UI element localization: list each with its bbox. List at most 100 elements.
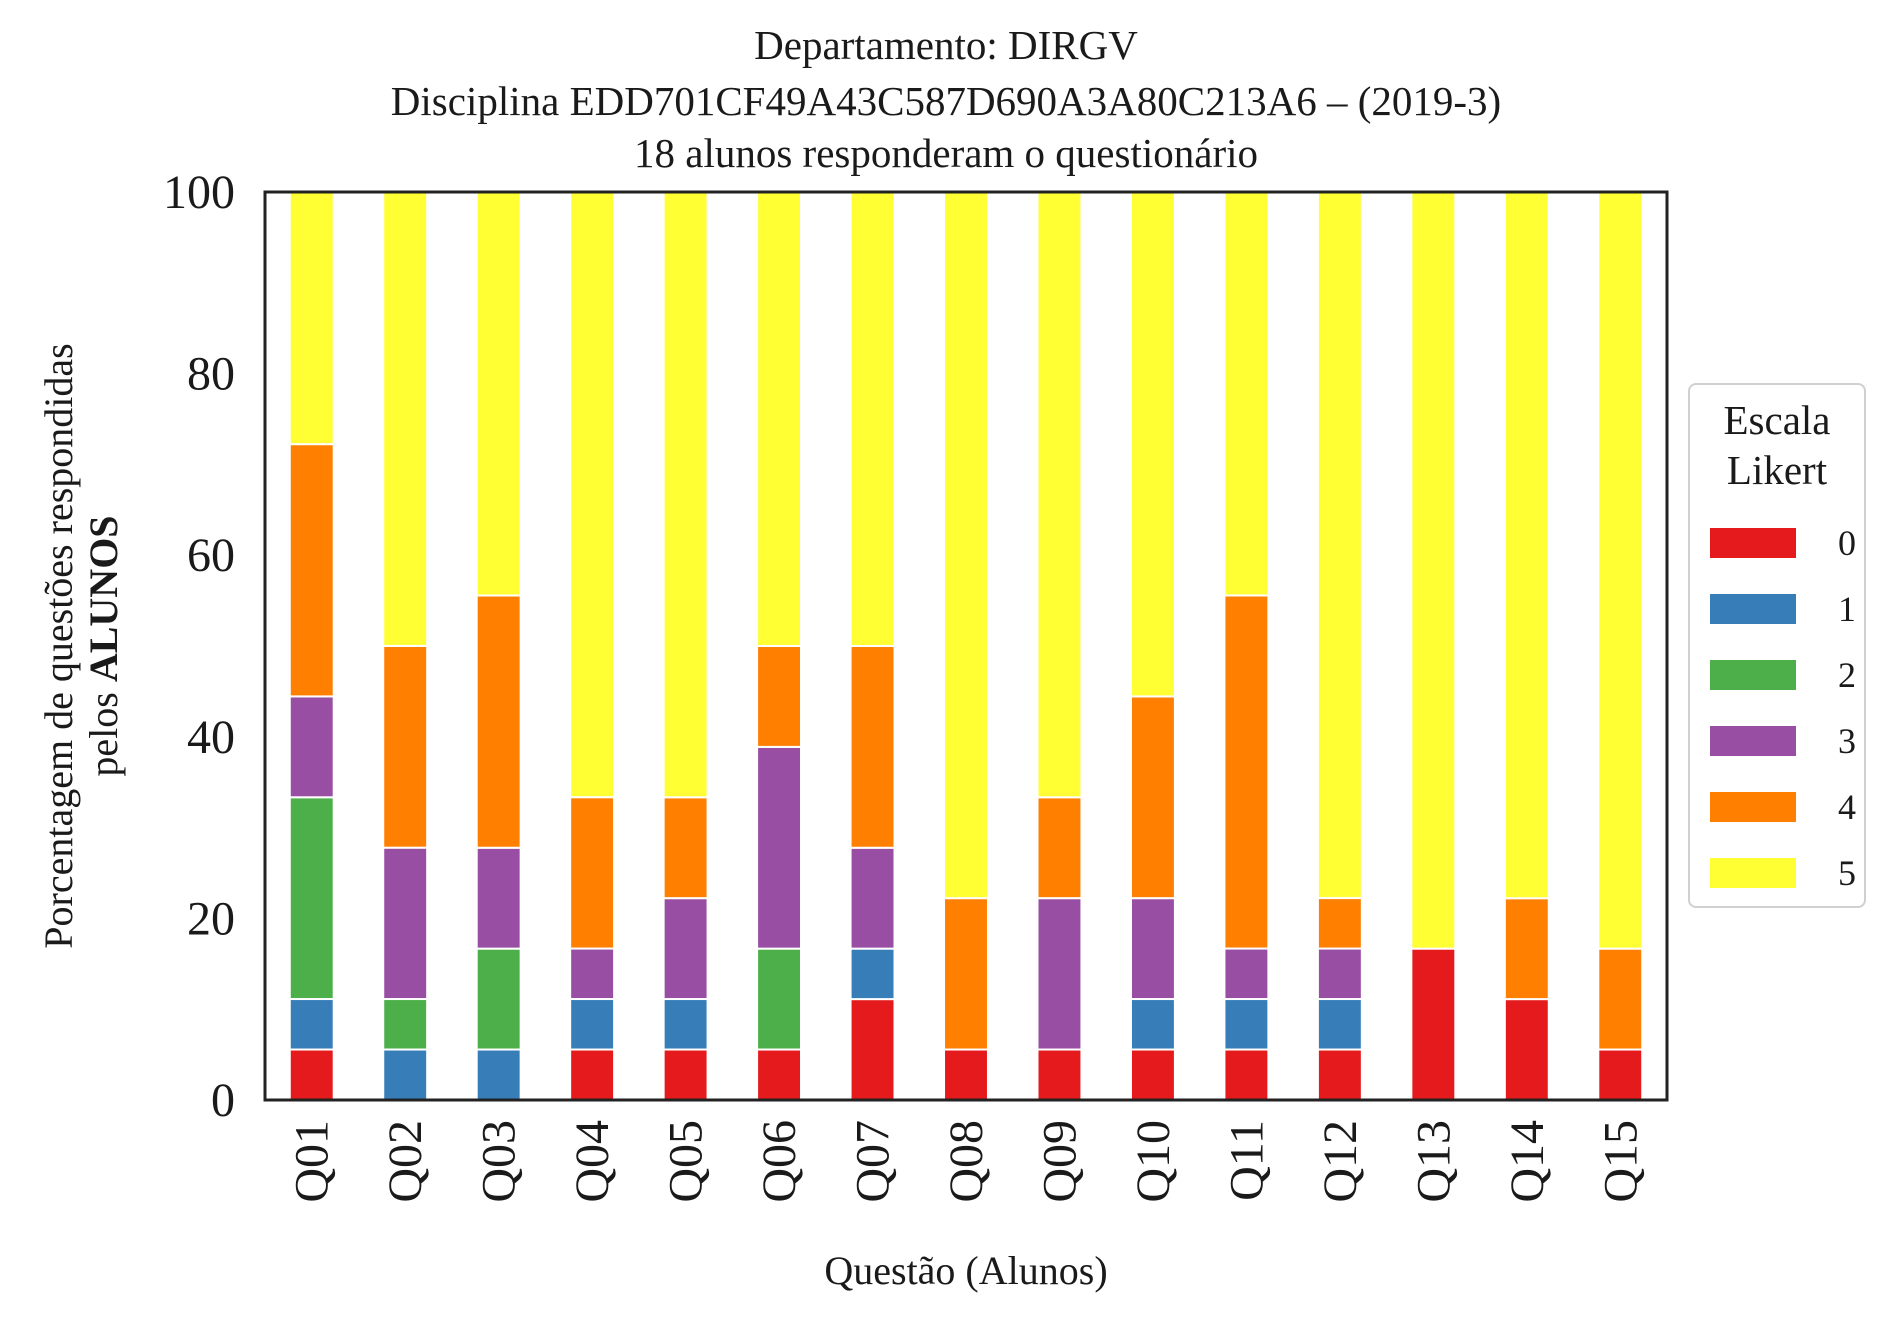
y-tick-label-80: 80 xyxy=(187,348,235,401)
bar-segment-q11-level-3 xyxy=(1223,947,1270,1001)
y-tick-label-0: 0 xyxy=(211,1074,235,1127)
x-tick-label-q05: Q05 xyxy=(660,1120,713,1203)
bar-segment-q15-level-5 xyxy=(1597,191,1644,950)
legend-swatch-0 xyxy=(1710,528,1796,558)
bar-segment-q10-level-3 xyxy=(1129,897,1176,1001)
bar-segment-q04-level-3 xyxy=(569,947,616,1001)
legend-title-line-1: Escala xyxy=(1723,397,1831,443)
y-axis-label-line-2: pelos ALUNOS xyxy=(81,515,126,776)
x-ticks: Q01 Q02 Q03 Q04 Q05 Q06 Q07 Q08 Q09 Q10 Q11 Q12 Q13 Q… xyxy=(286,1120,1648,1203)
bar-segment-q04-level-1 xyxy=(569,998,616,1051)
bar-segment-q10-level-0 xyxy=(1129,1048,1176,1102)
bar-segment-q08-level-4 xyxy=(943,897,989,1051)
legend-label-1: 1 xyxy=(1838,589,1856,629)
legend-item-2: 2 xyxy=(1710,652,1860,695)
bar-segment-q12-level-5 xyxy=(1316,190,1363,900)
bar-segment-q09-level-3 xyxy=(1036,897,1083,1051)
bar-segment-q12-level-4 xyxy=(1316,897,1363,950)
x-tick-label-q11: Q11 xyxy=(1220,1120,1273,1201)
bar-segment-q15-level-0 xyxy=(1597,1048,1644,1102)
bar-segment-q02-level-4 xyxy=(382,644,429,849)
legend: Escala Likert 0 1 2 3 4 5 xyxy=(1688,383,1866,908)
chart-title-line-1: Departamento: DIRGV xyxy=(754,22,1138,68)
legend-swatch-4 xyxy=(1710,792,1796,822)
bar-segment-q03-level-5 xyxy=(475,191,522,597)
bar-segment-q14-level-5 xyxy=(1503,191,1550,900)
x-tick-label-q02: Q02 xyxy=(379,1120,432,1203)
bars-layer xyxy=(288,190,1644,1102)
y-axis-label-prefix: pelos xyxy=(81,682,126,776)
bar-segment-q02-level-1 xyxy=(382,1048,429,1102)
bar-segment-q05-level-4 xyxy=(662,796,709,900)
bar-segment-q03-level-4 xyxy=(475,594,522,849)
plot-frame xyxy=(263,190,1669,1102)
legend-item-4: 4 xyxy=(1710,784,1860,827)
x-tick-label-q14: Q14 xyxy=(1501,1120,1554,1203)
bar-segment-q12-level-0 xyxy=(1316,1048,1363,1102)
bar-segment-q06-level-0 xyxy=(756,1048,803,1102)
y-tick-label-100: 100 xyxy=(163,166,235,219)
y-axis-label-bold: ALUNOS xyxy=(81,515,126,682)
x-tick-label-q08: Q08 xyxy=(940,1120,993,1203)
y-tick-label-40: 40 xyxy=(187,711,235,764)
bar-segment-q09-level-5 xyxy=(1036,190,1083,799)
legend-item-3: 3 xyxy=(1710,718,1860,761)
bar-segment-q02-level-2 xyxy=(382,998,429,1051)
bar-segment-q05-level-5 xyxy=(662,190,709,799)
x-tick-label-q13: Q13 xyxy=(1407,1120,1460,1203)
bar-segment-q09-level-0 xyxy=(1036,1048,1083,1102)
bar-segment-q02-level-3 xyxy=(382,846,429,1001)
legend-label-2: 2 xyxy=(1838,655,1856,695)
y-tick-label-20: 20 xyxy=(187,892,235,945)
bar-segment-q13-level-5 xyxy=(1410,191,1457,950)
x-tick-label-q12: Q12 xyxy=(1314,1120,1367,1203)
bar-segment-q02-level-5 xyxy=(382,190,429,647)
bar-segment-q12-level-3 xyxy=(1316,947,1363,1001)
bar-segment-q06-level-3 xyxy=(756,745,803,950)
bar-segment-q14-level-4 xyxy=(1503,897,1550,1001)
bar-segment-q09-level-4 xyxy=(1036,796,1083,900)
bar-segment-q13-level-0 xyxy=(1410,947,1457,1102)
legend-label-5: 5 xyxy=(1838,853,1856,893)
bar-segment-q10-level-5 xyxy=(1129,190,1176,698)
x-tick-label-q04: Q04 xyxy=(566,1120,619,1203)
bar-segment-q04-level-0 xyxy=(569,1048,616,1102)
bar-segment-q01-level-2 xyxy=(288,796,335,1001)
x-tick-label-q06: Q06 xyxy=(753,1120,806,1203)
bar-segment-q01-level-3 xyxy=(288,695,335,799)
bar-segment-q10-level-4 xyxy=(1129,695,1176,900)
bar-segment-q07-level-3 xyxy=(849,846,896,950)
bar-segment-q11-level-1 xyxy=(1223,998,1270,1051)
x-tick-label-q10: Q10 xyxy=(1127,1120,1180,1203)
legend-item-1: 1 xyxy=(1710,586,1860,629)
x-tick-label-q03: Q03 xyxy=(473,1120,526,1203)
legend-swatch-5 xyxy=(1710,858,1796,888)
y-tick-label-60: 60 xyxy=(187,529,235,582)
bar-segment-q06-level-2 xyxy=(756,947,803,1051)
bar-segment-q01-level-4 xyxy=(288,443,335,698)
bar-segment-q11-level-0 xyxy=(1223,1048,1270,1102)
x-tick-label-q01: Q01 xyxy=(286,1120,339,1203)
bar-segment-q04-level-4 xyxy=(569,796,616,950)
bar-segment-q03-level-3 xyxy=(475,846,522,950)
bar-segment-q03-level-2 xyxy=(475,947,522,1051)
legend-swatch-3 xyxy=(1710,726,1796,756)
legend-label-0: 0 xyxy=(1838,523,1856,563)
legend-swatch-1 xyxy=(1710,594,1796,624)
bar-segment-q11-level-5 xyxy=(1223,190,1270,597)
bar-segment-q15-level-4 xyxy=(1597,947,1644,1051)
x-tick-label-q07: Q07 xyxy=(847,1120,900,1203)
bar-segment-q05-level-0 xyxy=(662,1048,709,1102)
bar-segment-q06-level-5 xyxy=(756,191,803,647)
bar-segment-q07-level-4 xyxy=(849,645,896,849)
bar-segment-q05-level-3 xyxy=(662,897,709,1001)
x-tick-label-q09: Q09 xyxy=(1033,1120,1086,1203)
bar-segment-q08-level-0 xyxy=(943,1048,989,1102)
bar-segment-q03-level-1 xyxy=(475,1048,522,1102)
bar-segment-q14-level-0 xyxy=(1503,998,1550,1102)
bar-segment-q01-level-1 xyxy=(288,998,335,1051)
legend-label-3: 3 xyxy=(1838,721,1856,761)
bar-segment-q08-level-5 xyxy=(943,190,989,900)
